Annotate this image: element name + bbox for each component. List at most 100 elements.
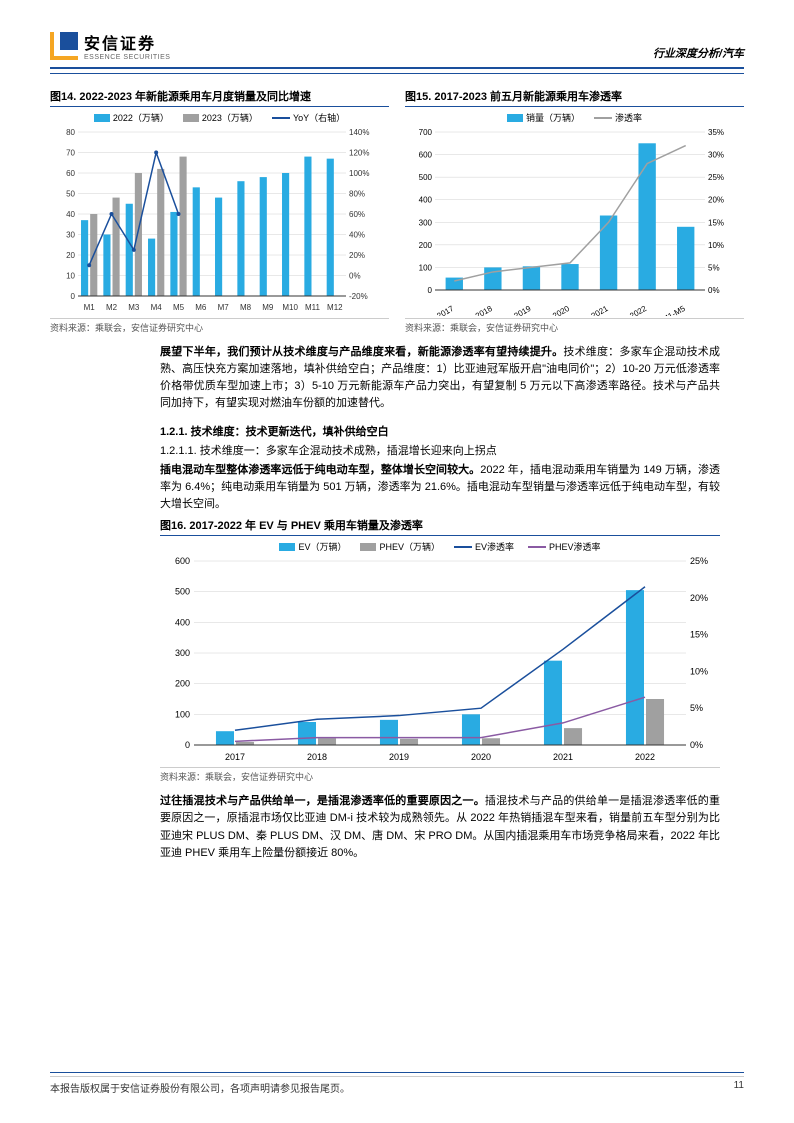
svg-text:100: 100 bbox=[175, 710, 190, 720]
svg-text:2019: 2019 bbox=[513, 304, 533, 316]
brand-cn: 安信证券 bbox=[84, 30, 170, 54]
svg-text:2018: 2018 bbox=[474, 304, 494, 316]
svg-text:2022: 2022 bbox=[635, 752, 655, 762]
paragraph-3: 过往插混技术与产品供给单一，是插混渗透率低的重要原因之一。插混技术与产品的供给单… bbox=[160, 793, 720, 861]
page-number: 11 bbox=[734, 1080, 744, 1095]
svg-text:2020: 2020 bbox=[551, 304, 571, 316]
svg-text:60: 60 bbox=[66, 169, 75, 178]
svg-text:50: 50 bbox=[66, 190, 75, 199]
chart14-svg: 0 10 20 30 40 50 60 70 80 -20% 0% 20% 40% 60% 80% 100% 1… bbox=[50, 126, 380, 316]
svg-text:20%: 20% bbox=[349, 251, 365, 260]
svg-text:M10: M10 bbox=[282, 303, 298, 312]
svg-text:-20%: -20% bbox=[349, 292, 368, 301]
svg-text:15%: 15% bbox=[690, 630, 708, 640]
chart15-legend: 销量（万辆） 渗透率 bbox=[405, 111, 744, 124]
chart16-legend: EV（万辆） PHEV（万辆） EV渗透率 PHEV渗透率 bbox=[160, 540, 720, 553]
svg-text:40: 40 bbox=[66, 210, 75, 219]
svg-text:60%: 60% bbox=[349, 210, 365, 219]
chart15-source: 资料来源：乘联会，安信证券研究中心 bbox=[405, 318, 744, 334]
svg-text:M5: M5 bbox=[173, 303, 185, 312]
svg-text:M8: M8 bbox=[240, 303, 252, 312]
svg-text:400: 400 bbox=[175, 618, 190, 628]
chart16-title: 图16. 2017-2022 年 EV 与 PHEV 乘用车销量及渗透率 bbox=[160, 517, 720, 536]
svg-text:500: 500 bbox=[175, 587, 190, 597]
logo-icon bbox=[50, 32, 78, 60]
svg-text:30: 30 bbox=[66, 231, 75, 240]
svg-text:2021: 2021 bbox=[590, 304, 610, 316]
header-category: 行业深度分析/汽车 bbox=[653, 45, 744, 61]
svg-text:0%: 0% bbox=[708, 286, 720, 295]
chart15-title: 图15. 2017-2023 前五月新能源乘用车渗透率 bbox=[405, 88, 744, 107]
svg-text:80%: 80% bbox=[349, 190, 365, 199]
svg-text:M11: M11 bbox=[305, 303, 321, 312]
svg-text:0: 0 bbox=[185, 740, 190, 750]
svg-text:10%: 10% bbox=[690, 667, 708, 677]
svg-text:80: 80 bbox=[66, 128, 75, 137]
svg-text:600: 600 bbox=[419, 151, 433, 160]
svg-text:0: 0 bbox=[71, 292, 76, 301]
svg-text:2020: 2020 bbox=[471, 752, 491, 762]
svg-text:0%: 0% bbox=[690, 740, 703, 750]
svg-text:23M1-M5: 23M1-M5 bbox=[653, 304, 687, 316]
svg-text:120%: 120% bbox=[349, 149, 369, 158]
svg-text:M1: M1 bbox=[84, 303, 96, 312]
svg-text:M2: M2 bbox=[106, 303, 118, 312]
subsection-heading: 1.2.1.1. 技术维度一：多家车企混动技术成熟，插混增长迎来向上拐点 bbox=[160, 443, 720, 460]
svg-text:M12: M12 bbox=[327, 303, 343, 312]
svg-text:400: 400 bbox=[419, 196, 433, 205]
svg-text:M9: M9 bbox=[262, 303, 274, 312]
svg-text:600: 600 bbox=[175, 556, 190, 566]
page-footer: 本报告版权属于安信证券股份有限公司，各项声明请参见报告尾页。 11 bbox=[50, 1072, 744, 1095]
svg-text:10%: 10% bbox=[708, 241, 724, 250]
svg-text:M7: M7 bbox=[218, 303, 230, 312]
svg-text:10: 10 bbox=[66, 272, 75, 281]
svg-text:2021: 2021 bbox=[553, 752, 573, 762]
svg-text:300: 300 bbox=[419, 218, 433, 227]
svg-text:100%: 100% bbox=[349, 169, 369, 178]
brand-logo: 安信证券 ESSENCE SECURITIES bbox=[50, 30, 170, 61]
svg-text:2017: 2017 bbox=[225, 752, 245, 762]
section-heading: 1.2.1. 技术维度：技术更新迭代，填补供给空白 bbox=[160, 424, 720, 441]
svg-text:5%: 5% bbox=[690, 704, 703, 714]
chart14-title: 图14. 2022-2023 年新能源乘用车月度销量及同比增速 bbox=[50, 88, 389, 107]
svg-text:20: 20 bbox=[66, 251, 75, 260]
chart16-svg: 01002003004005006000%5%10%15%20%25%20172… bbox=[160, 555, 720, 765]
chart14-source: 资料来源：乘联会，安信证券研究中心 bbox=[50, 318, 389, 334]
svg-text:300: 300 bbox=[175, 648, 190, 658]
chart15: 图15. 2017-2023 前五月新能源乘用车渗透率 销量（万辆） 渗透率 0… bbox=[405, 88, 744, 334]
svg-text:25%: 25% bbox=[708, 173, 724, 182]
svg-text:30%: 30% bbox=[708, 151, 724, 160]
svg-text:M3: M3 bbox=[128, 303, 140, 312]
svg-text:2018: 2018 bbox=[307, 752, 327, 762]
chart15-svg: 0 100 200 300 400 500 600 700 0% 5% 10% 15% 20% 25% 30… bbox=[405, 126, 735, 316]
svg-text:5%: 5% bbox=[708, 263, 720, 272]
svg-text:140%: 140% bbox=[349, 128, 369, 137]
chart14: 图14. 2022-2023 年新能源乘用车月度销量及同比增速 2022（万辆）… bbox=[50, 88, 389, 334]
chart16-source: 资料来源：乘联会，安信证券研究中心 bbox=[160, 767, 720, 783]
svg-text:15%: 15% bbox=[708, 218, 724, 227]
svg-text:20%: 20% bbox=[690, 593, 708, 603]
svg-text:200: 200 bbox=[175, 679, 190, 689]
paragraph-1: 展望下半年，我们预计从技术维度与产品维度来看，新能源渗透率有望持续提升。技术维度… bbox=[160, 344, 720, 412]
svg-text:20%: 20% bbox=[708, 196, 724, 205]
svg-text:2022: 2022 bbox=[628, 304, 648, 316]
svg-text:2019: 2019 bbox=[389, 752, 409, 762]
svg-text:500: 500 bbox=[419, 173, 433, 182]
svg-text:2017: 2017 bbox=[435, 304, 455, 316]
svg-text:M6: M6 bbox=[195, 303, 207, 312]
svg-text:700: 700 bbox=[419, 128, 433, 137]
svg-text:200: 200 bbox=[419, 241, 433, 250]
svg-text:100: 100 bbox=[419, 263, 433, 272]
page-header: 安信证券 ESSENCE SECURITIES 行业深度分析/汽车 bbox=[50, 30, 744, 69]
chart14-legend: 2022（万辆） 2023（万辆） YoY（右轴） bbox=[50, 111, 389, 124]
footer-disclaimer: 本报告版权属于安信证券股份有限公司，各项声明请参见报告尾页。 bbox=[50, 1080, 350, 1095]
svg-text:0%: 0% bbox=[349, 272, 361, 281]
paragraph-2: 插电混动车型整体渗透率远低于纯电动车型，整体增长空间较大。2022 年，插电混动… bbox=[160, 462, 720, 513]
chart16: 图16. 2017-2022 年 EV 与 PHEV 乘用车销量及渗透率 EV（… bbox=[160, 517, 720, 783]
svg-text:70: 70 bbox=[66, 149, 75, 158]
svg-text:0: 0 bbox=[428, 286, 433, 295]
svg-text:M4: M4 bbox=[151, 303, 163, 312]
svg-text:35%: 35% bbox=[708, 128, 724, 137]
brand-en: ESSENCE SECURITIES bbox=[84, 54, 170, 61]
svg-text:40%: 40% bbox=[349, 231, 365, 240]
